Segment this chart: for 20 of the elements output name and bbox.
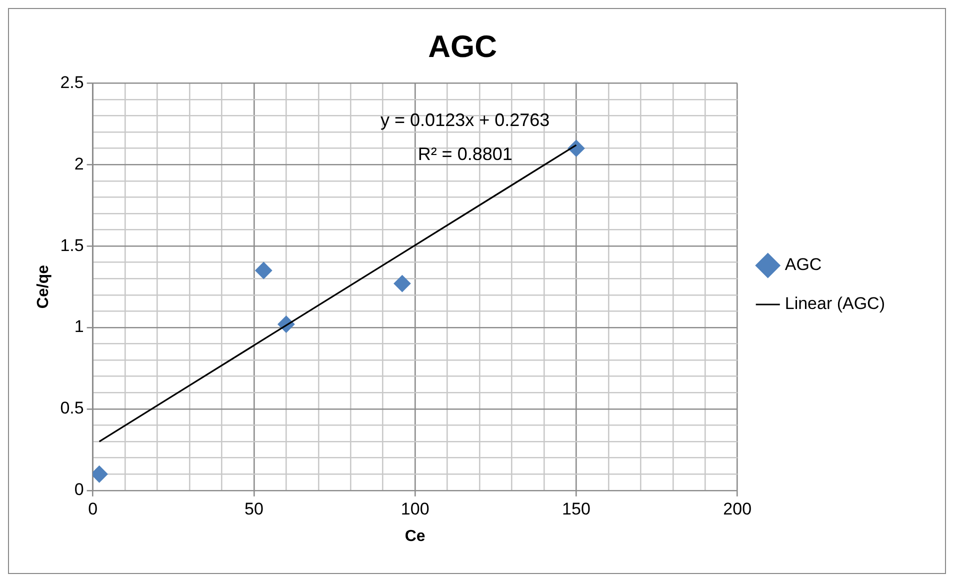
chart-title: AGC [428,29,497,64]
x-tick-label: 100 [400,499,430,518]
y-axis-title: Ce/qe [35,264,52,309]
y-tick-label: 0 [74,480,84,500]
x-tick-label: 0 [88,499,98,518]
point [394,275,411,292]
legend-label: Linear (AGC) [784,294,885,314]
y-tick-label: 0.5 [60,398,84,418]
x-tick-label: 150 [562,499,590,518]
y-tick-label: 2 [74,154,84,174]
annotation: R² = 0.8801 [418,144,512,164]
y-tick-label: 2.5 [60,72,84,92]
legend-label: AGC [784,255,822,274]
annotation: y = 0.0123x + 0.2763 [380,110,550,130]
x-tick-label: 50 [244,499,264,518]
x-axis-title: Ce [404,528,426,545]
y-tick-label: 1.5 [60,236,84,255]
x-tick-label: 200 [723,499,752,518]
point [255,262,272,280]
y-tick-label: 1 [74,317,84,336]
